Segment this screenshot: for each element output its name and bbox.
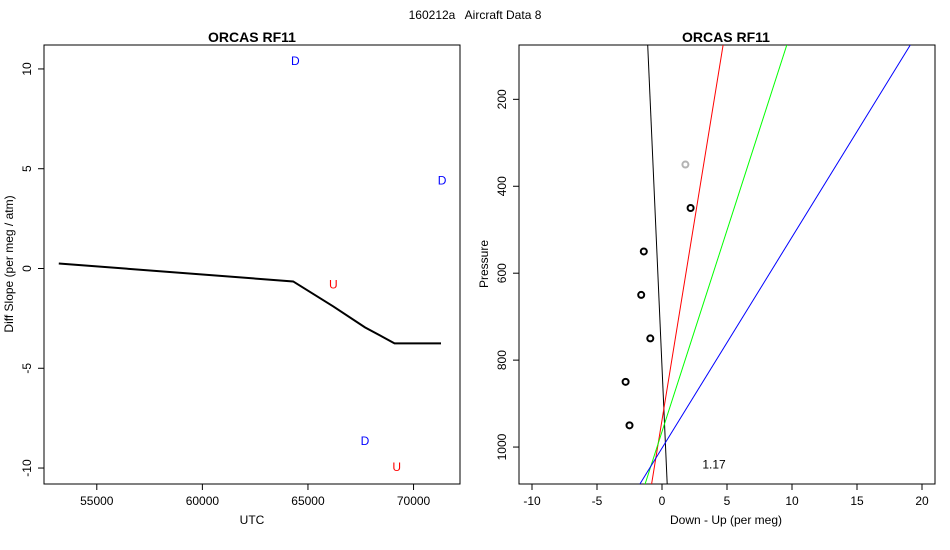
x-axis-label: UTC bbox=[240, 513, 265, 527]
data-point bbox=[681, 160, 690, 169]
annotation-label: D bbox=[361, 434, 370, 448]
x-tick-label: -5 bbox=[592, 494, 603, 508]
y-tick-label: 5 bbox=[20, 165, 34, 172]
data-point bbox=[686, 203, 695, 212]
annotation-label: U bbox=[329, 277, 338, 291]
y-tick-label: 10 bbox=[20, 62, 34, 76]
x-tick-label: 5 bbox=[724, 494, 731, 508]
chart-title: ORCAS RF11 bbox=[208, 29, 296, 45]
x-tick-label: 20 bbox=[915, 494, 929, 508]
data-point bbox=[637, 290, 646, 299]
plot-frame bbox=[518, 44, 936, 485]
fit-line bbox=[639, 45, 911, 484]
y-axis-label: Pressure bbox=[477, 240, 491, 288]
y-tick-label: -10 bbox=[20, 459, 34, 477]
plot-frame bbox=[43, 44, 461, 485]
fit-line bbox=[651, 45, 724, 484]
y-tick-label: 600 bbox=[495, 263, 509, 283]
figure-suptitle: 160212a Aircraft Data 8 bbox=[408, 8, 542, 22]
data-point bbox=[621, 377, 630, 386]
x-tick-label: 70000 bbox=[397, 494, 431, 508]
x-tick-label: 0 bbox=[659, 494, 666, 508]
plot-area bbox=[621, 45, 911, 484]
y-tick-label: -5 bbox=[20, 363, 34, 374]
x-tick-label: 60000 bbox=[186, 494, 220, 508]
data-point bbox=[639, 247, 648, 256]
x-tick-label: 55000 bbox=[80, 494, 114, 508]
annotation-label: U bbox=[392, 460, 401, 474]
chart-title: ORCAS RF11 bbox=[682, 29, 770, 45]
y-tick-label: 200 bbox=[495, 89, 509, 109]
annotation-label: D bbox=[438, 174, 447, 188]
data-point bbox=[646, 334, 655, 343]
data-point bbox=[625, 421, 634, 430]
fit-line bbox=[644, 45, 788, 484]
y-tick-label: 1000 bbox=[495, 433, 509, 460]
plot-area bbox=[58, 262, 441, 345]
annotation-label: D bbox=[291, 54, 300, 68]
y-axis-label: Diff Slope (per meg / atm) bbox=[2, 195, 16, 332]
x-tick-label: 65000 bbox=[291, 494, 325, 508]
y-tick-label: 800 bbox=[495, 350, 509, 370]
series-line bbox=[58, 262, 441, 345]
y-tick-label: 0 bbox=[20, 265, 34, 272]
fit-line bbox=[647, 45, 668, 484]
y-tick-label: 400 bbox=[495, 176, 509, 196]
x-tick-label: -10 bbox=[523, 494, 541, 508]
annotation-label: 1.17 bbox=[702, 457, 726, 471]
x-axis-label: Down - Up (per meg) bbox=[670, 513, 782, 527]
x-tick-label: 10 bbox=[785, 494, 799, 508]
x-tick-label: 15 bbox=[850, 494, 864, 508]
